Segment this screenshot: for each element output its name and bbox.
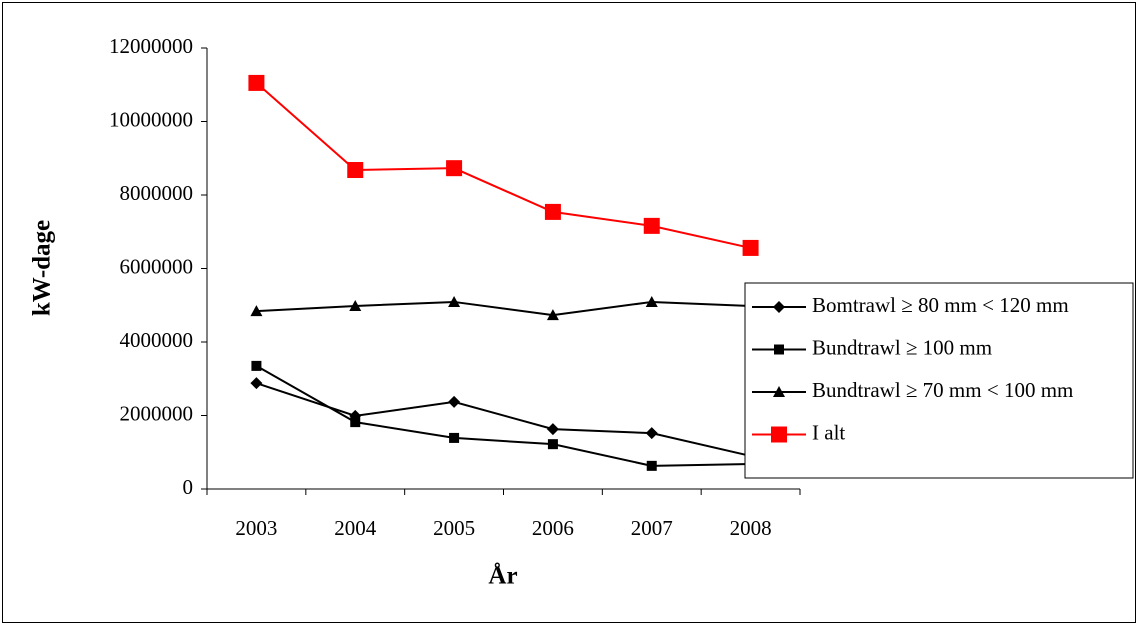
x-tick-label: 2003 — [235, 516, 277, 540]
x-tick-label: 2006 — [532, 516, 574, 540]
marker — [774, 344, 784, 355]
series-line — [256, 382, 751, 457]
legend-box — [744, 282, 1134, 479]
marker — [347, 162, 364, 179]
marker — [350, 417, 361, 428]
y-tick-label: 0 — [183, 475, 194, 499]
marker — [448, 395, 461, 408]
marker — [645, 427, 658, 440]
marker — [773, 301, 785, 313]
series-line — [255, 365, 751, 467]
x-tick-label: 2005 — [433, 516, 475, 540]
x-tick-label: 2004 — [334, 516, 377, 540]
marker — [248, 74, 265, 91]
legend-label: Bundtrawl ≥ 70 mm < 100 mm — [812, 378, 1073, 402]
marker — [742, 239, 759, 256]
y-axis-label: kW-dage — [29, 220, 56, 316]
marker — [250, 305, 263, 317]
marker — [643, 217, 660, 234]
marker — [448, 295, 461, 307]
marker — [446, 160, 463, 177]
y-tick-label: 8000000 — [120, 181, 194, 205]
x-axis-label: År — [488, 562, 517, 590]
marker — [645, 295, 658, 307]
y-tick-label: 6000000 — [120, 254, 194, 278]
x-tick-label: 2007 — [631, 516, 673, 540]
marker — [546, 423, 559, 436]
marker — [544, 203, 561, 220]
legend-label: Bomtrawl ≥ 80 mm < 120 mm — [812, 293, 1069, 317]
series-line — [255, 82, 751, 249]
marker — [449, 432, 460, 443]
y-tick-label: 4000000 — [120, 328, 194, 352]
marker — [771, 426, 787, 443]
marker — [646, 460, 657, 471]
legend-label: Bundtrawl ≥ 100 mm — [812, 335, 992, 359]
y-tick-label: 10000000 — [109, 107, 193, 131]
marker — [547, 439, 558, 450]
series-line — [256, 300, 751, 317]
y-tick-label: 2000000 — [120, 401, 194, 425]
marker — [546, 309, 559, 321]
marker — [349, 299, 362, 311]
y-tick-label: 12000000 — [109, 34, 193, 58]
marker — [773, 386, 785, 397]
legend-label: I alt — [812, 420, 845, 444]
marker — [251, 360, 262, 371]
x-tick-label: 2008 — [730, 516, 772, 540]
marker — [250, 377, 263, 390]
